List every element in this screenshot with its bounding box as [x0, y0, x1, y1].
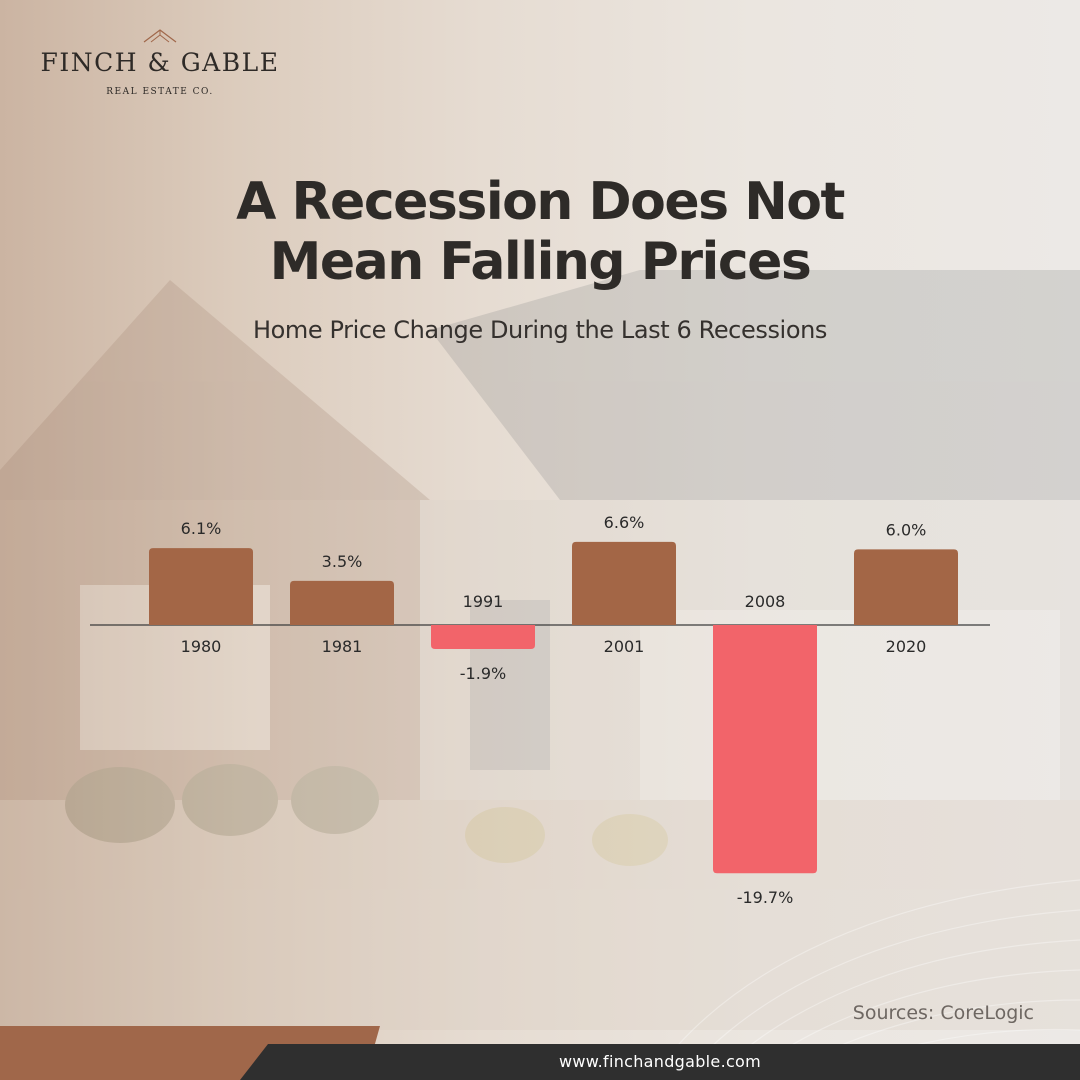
footer-bar	[240, 1044, 1080, 1080]
bar-2020	[854, 549, 958, 625]
category-label-2008: 2008	[745, 592, 786, 611]
brand-name: FINCH & GABLE	[40, 48, 280, 77]
value-label-1991: -1.9%	[460, 664, 506, 683]
title-line-1: A Recession Does Not	[236, 172, 845, 232]
brand-logo: FINCH & GABLE REAL ESTATE CO.	[40, 28, 280, 97]
title-line-2: Mean Falling Prices	[269, 232, 812, 292]
value-label-2020: 6.0%	[886, 520, 927, 539]
bar-1980	[149, 548, 253, 625]
category-label-1991: 1991	[463, 592, 504, 611]
page-title: A Recession Does Not Mean Falling Prices	[0, 172, 1080, 292]
bar-1981	[290, 580, 394, 625]
category-label-1981: 1981	[322, 637, 363, 656]
website-link[interactable]: www.finchandgable.com	[558, 1052, 762, 1071]
category-label-2020: 2020	[886, 637, 927, 656]
value-label-1980: 6.1%	[181, 519, 222, 538]
bar-2008	[713, 625, 817, 874]
bar-1991	[431, 625, 535, 649]
chart-subtitle: Home Price Change During the Last 6 Rece…	[252, 316, 828, 344]
category-label-1980: 1980	[181, 637, 222, 656]
brand-tagline: REAL ESTATE CO.	[106, 87, 214, 97]
roof-logo-icon	[143, 29, 177, 43]
category-label-2001: 2001	[604, 637, 645, 656]
source-note: Sources: CoreLogic	[852, 1002, 1034, 1024]
value-label-1981: 3.5%	[322, 552, 363, 571]
value-label-2001: 6.6%	[604, 513, 645, 532]
bar-2001	[572, 541, 676, 625]
value-label-2008: -19.7%	[737, 888, 794, 907]
